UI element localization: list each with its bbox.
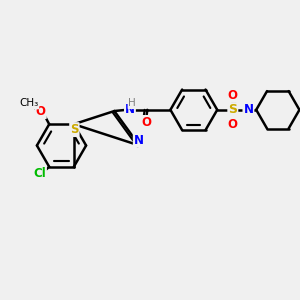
Text: N: N bbox=[125, 103, 135, 116]
Text: S: S bbox=[70, 123, 79, 136]
Text: O: O bbox=[227, 89, 237, 102]
Text: N: N bbox=[243, 103, 254, 116]
Text: O: O bbox=[227, 118, 237, 131]
Text: S: S bbox=[228, 103, 237, 116]
Text: H: H bbox=[128, 98, 136, 108]
Text: O: O bbox=[36, 105, 46, 118]
Text: O: O bbox=[141, 116, 151, 129]
Text: Cl: Cl bbox=[33, 167, 46, 180]
Text: CH₃: CH₃ bbox=[19, 98, 38, 109]
Text: N: N bbox=[134, 134, 144, 147]
